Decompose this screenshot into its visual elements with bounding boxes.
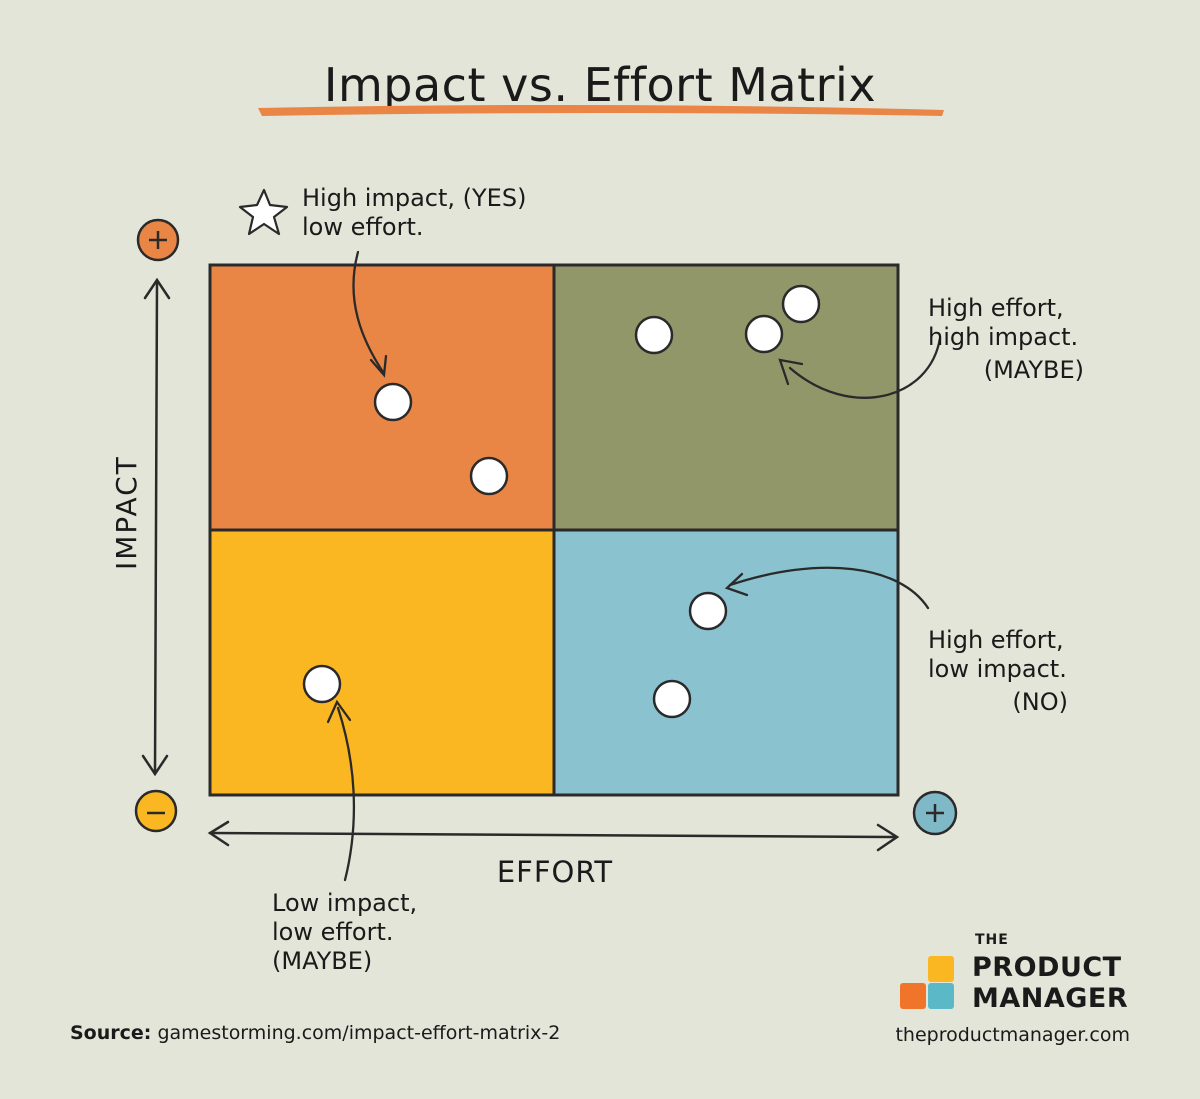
data-point — [652, 679, 692, 719]
data-point — [302, 664, 342, 704]
data-points — [302, 284, 821, 719]
arrow-maybe-high — [788, 336, 942, 399]
quadrant-high-impact-high-effort — [554, 265, 898, 530]
data-point — [781, 284, 821, 324]
effort-axis-label: EFFORT — [496, 855, 614, 889]
annotation-verdict: (MAYBE) — [983, 356, 1084, 384]
source-url[interactable]: gamestorming.com/impact-effort-matrix-2 — [157, 1022, 561, 1044]
effort-high-plus-icon — [912, 790, 958, 836]
star-icon — [238, 188, 289, 236]
title-underline — [258, 104, 944, 116]
annotation-low-impact-low-effort: Low impact, low effort. (MAYBE) — [272, 889, 417, 976]
annotation-line: Low impact, — [272, 889, 418, 917]
page-title: Impact vs. Effort Matrix — [323, 58, 877, 112]
annotation-line: high impact. — [928, 323, 1079, 351]
annotation-line: low impact. — [928, 655, 1067, 683]
annotation-high-impact-high-effort: High effort, high impact. (MAYBE) — [928, 294, 1084, 385]
annotation-line: High effort, — [928, 626, 1064, 654]
quadrant-low-impact-low-effort — [210, 530, 554, 795]
annotation-verdict: (MAYBE) — [272, 947, 373, 975]
annotation-line: low effort. — [272, 918, 394, 946]
data-point — [373, 382, 413, 422]
impact-low-minus-icon — [134, 789, 178, 833]
annotation-arrows — [326, 250, 942, 882]
annotation-high-impact-low-effort: High impact, (YES) low effort. — [302, 184, 526, 242]
annotation-line: High effort, — [928, 294, 1064, 322]
quadrant-low-impact-high-effort — [554, 530, 898, 795]
arrow-no — [728, 566, 930, 610]
site-url[interactable]: theproductmanager.com — [895, 1024, 1130, 1046]
brand-name-line1: PRODUCT — [972, 952, 1122, 983]
impact-axis-arrow — [141, 277, 171, 777]
annotation-verdict: (NO) — [1012, 688, 1068, 716]
source-credit: Source: gamestorming.com/impact-effort-m… — [70, 1022, 560, 1044]
data-point — [469, 456, 509, 496]
effort-axis-arrow — [207, 820, 900, 852]
impact-axis-label: IMPACT — [110, 455, 143, 570]
brand-logo-icon — [900, 956, 954, 1009]
data-point — [744, 314, 784, 354]
arrow-yes — [352, 250, 385, 374]
matrix-grid-lines — [208, 263, 900, 797]
brand-name-line2: MANAGER — [972, 983, 1129, 1014]
data-point — [634, 315, 674, 355]
annotation-line: low effort. — [302, 213, 424, 241]
source-label: Source: — [70, 1022, 152, 1044]
data-point — [688, 591, 728, 631]
annotation-line: High impact, (YES) — [302, 184, 527, 212]
arrow-maybe-low — [336, 706, 356, 882]
impact-high-plus-icon — [136, 218, 180, 262]
annotation-low-impact-high-effort: High effort, low impact. (NO) — [928, 626, 1068, 717]
brand-the: THE — [975, 932, 1009, 948]
